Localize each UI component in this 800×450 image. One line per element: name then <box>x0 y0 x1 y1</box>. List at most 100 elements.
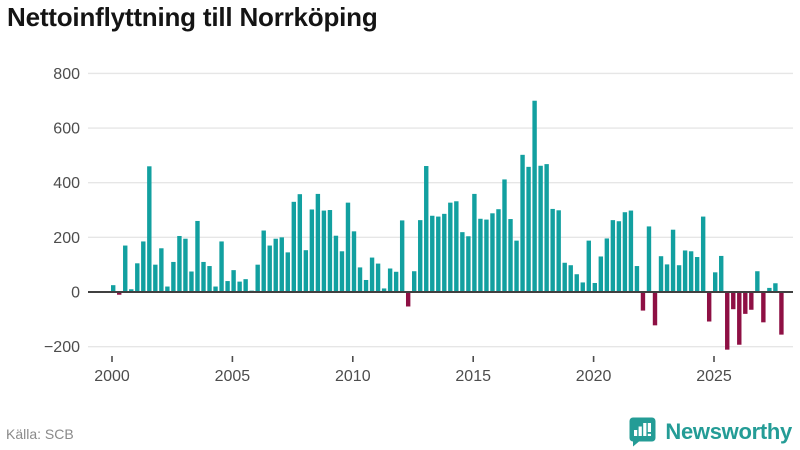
bar-2015Q2 <box>478 218 483 292</box>
x-axis-ticks <box>111 356 715 362</box>
bar-undefined <box>761 292 766 323</box>
bar-2024Q4 <box>706 292 712 322</box>
bar-2008Q2 <box>309 209 315 292</box>
bar-2014Q1 <box>448 202 453 292</box>
bar-2012Q4 <box>418 220 423 292</box>
bar-2012Q1 <box>399 220 405 292</box>
bar-2001Q4 <box>153 264 158 292</box>
bar-2000Q2 <box>117 292 122 295</box>
bar-undefined <box>755 271 760 292</box>
svg-text:400: 400 <box>53 175 80 192</box>
bar-2014Q3 <box>460 232 465 292</box>
bar-2001Q1 <box>135 263 140 292</box>
svg-text:600: 600 <box>53 121 80 138</box>
bar-2016Q3 <box>508 219 513 292</box>
bar-2025Q3 <box>725 292 730 350</box>
bar-2025Q2 <box>719 255 724 292</box>
bar-2016Q2 <box>502 179 507 292</box>
bar-undefined <box>773 283 778 292</box>
bar-2020Q1 <box>592 282 597 292</box>
svg-text:2015: 2015 <box>455 368 491 385</box>
bar-2014Q4 <box>466 236 471 292</box>
bar-2015Q3 <box>484 219 489 292</box>
gridlines <box>88 72 793 348</box>
bar-2021Q3 <box>628 210 634 292</box>
bar-2004Q4 <box>225 281 230 292</box>
bar-2019Q1 <box>568 265 573 292</box>
bar-2004Q3 <box>219 241 224 292</box>
bar-2004Q2 <box>213 286 218 292</box>
bar-2010Q2 <box>357 267 363 292</box>
bar-2019Q3 <box>580 282 585 292</box>
bar-2024Q3 <box>700 216 706 292</box>
bar-2019Q2 <box>574 274 579 292</box>
bar-2009Q1 <box>327 210 333 292</box>
bar-2013Q3 <box>436 216 441 292</box>
bar-2010Q3 <box>363 279 369 292</box>
bar-2017Q1 <box>520 154 525 292</box>
bar-2007Q2 <box>285 252 290 292</box>
bar-2024Q1 <box>688 251 694 292</box>
bar-2013Q2 <box>430 215 435 292</box>
svg-text:800: 800 <box>53 66 80 83</box>
bar-2006Q2 <box>261 230 266 292</box>
bar-2018Q3 <box>556 210 561 292</box>
bar-2014Q2 <box>454 201 459 292</box>
bar-2007Q3 <box>291 201 296 292</box>
bar-2011Q2 <box>381 288 387 292</box>
bar-2018Q1 <box>544 164 549 292</box>
bar-2011Q3 <box>387 268 393 292</box>
bars-group <box>111 100 784 350</box>
bar-2011Q4 <box>393 271 399 292</box>
bar-undefined <box>749 292 754 310</box>
bar-2001Q3 <box>147 166 152 292</box>
svg-text:2025: 2025 <box>696 368 732 385</box>
bar-2016Q4 <box>514 240 519 292</box>
bar-2022Q3 <box>652 292 658 326</box>
bar-2018Q4 <box>562 262 567 292</box>
bar-2009Q4 <box>345 202 351 292</box>
bar-2010Q1 <box>351 231 357 292</box>
bar-2021Q1 <box>616 221 622 292</box>
bar-2009Q3 <box>339 251 345 292</box>
bar-2008Q1 <box>303 250 309 292</box>
svg-text:200: 200 <box>53 230 80 247</box>
x-axis-labels: 2000 2005 2010 2015 2020 2025 <box>94 368 732 385</box>
chart-title: Nettoinflyttning till Norrköping <box>7 2 378 32</box>
svg-text:2020: 2020 <box>576 368 612 385</box>
bar-2013Q1 <box>424 166 429 292</box>
bar-2006Q1 <box>255 264 260 292</box>
bar-2016Q1 <box>496 209 501 292</box>
bar-2012Q3 <box>412 271 417 292</box>
bar-2002Q4 <box>177 235 182 292</box>
bar-2023Q4 <box>682 250 688 292</box>
bar-2000Q3 <box>123 245 128 292</box>
bar-2020Q3 <box>604 238 610 292</box>
bar-2015Q1 <box>472 193 477 292</box>
bar-2006Q4 <box>273 238 278 292</box>
bar-2017Q2 <box>526 166 531 292</box>
bar-2021Q4 <box>634 266 640 292</box>
newsworthy-brand-text: Newsworthy <box>665 418 792 444</box>
bar-2005Q1 <box>231 270 236 292</box>
bar-2023Q3 <box>676 265 682 292</box>
bar-2000Q4 <box>129 289 134 292</box>
bar-2003Q3 <box>195 220 200 292</box>
bar-2006Q3 <box>267 245 272 292</box>
bar-2011Q1 <box>375 263 381 292</box>
bar-2022Q4 <box>658 256 664 292</box>
bar-2022Q1 <box>640 292 646 311</box>
bar-2009Q2 <box>333 235 339 292</box>
newsworthy-brand[interactable]: Newsworthy <box>627 416 792 447</box>
y-axis-labels: 800 600 400 200 0 −200 <box>44 66 80 356</box>
bar-2018Q2 <box>550 208 555 292</box>
svg-text:−200: −200 <box>44 339 80 356</box>
bar-2004Q1 <box>207 266 212 292</box>
bar-2020Q2 <box>598 256 604 292</box>
bar-2005Q3 <box>243 279 248 292</box>
newsworthy-logo-icon <box>629 417 656 447</box>
svg-text:2000: 2000 <box>94 368 130 385</box>
bar-undefined <box>779 292 784 335</box>
